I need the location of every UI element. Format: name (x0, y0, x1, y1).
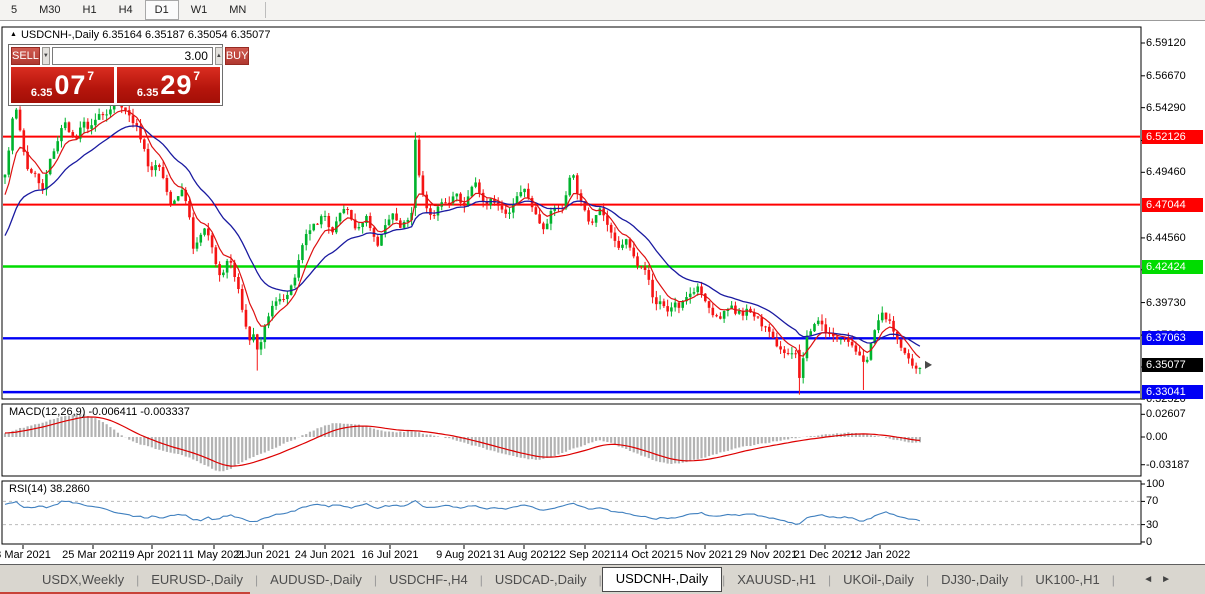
date-tick-label: 9 Aug 2021 (436, 549, 492, 561)
price-tick-label: 6.59120 (1146, 37, 1186, 49)
macd-values: -0.006411 -0.003337 (88, 406, 190, 418)
date-tick-label: 29 Nov 2021 (734, 549, 798, 561)
price-tick-label: 6.54290 (1146, 101, 1186, 114)
tab-separator: | (254, 572, 259, 587)
chart-tab-ukoil[interactable]: UKOil-,Daily (843, 572, 914, 587)
tab-separator: | (828, 572, 832, 587)
chart-tab-bar: USDX,Weekly | EURUSD-,Daily | AUDUSD-,Daily |… (0, 564, 1205, 594)
price-tick-label: 6.56670 (1146, 69, 1186, 82)
date-tick-label: 31 Aug 2021 (493, 549, 555, 561)
price-tick-label: 6.39730 (1146, 296, 1186, 309)
price-tick-label: 6.44560 (1146, 231, 1186, 244)
timeframe-toolbar: 5 M30 H1 H4 D1 W1 MN (0, 0, 1205, 21)
tab-separator: | (598, 572, 602, 587)
toolbar-separator (265, 2, 267, 18)
chart-ohlc-values: 6.35164 6.35187 6.35054 6.35077 (102, 29, 271, 41)
macd-axis-label: 0.02607 (1146, 408, 1186, 421)
date-tick-label: 24 Jun 2021 (294, 549, 356, 561)
chart-tab-eurusd[interactable]: EURUSD-,Daily (151, 572, 243, 587)
rsi-axis-label: 0 (1146, 536, 1153, 548)
volume-increase-button[interactable]: ▲ (214, 47, 223, 65)
chart-title: ▲ USDCNH-,Daily 6.35164 6.35187 6.35054 6… (10, 29, 270, 41)
chart-tab-dj30[interactable]: DJ30-,Daily (941, 572, 1009, 587)
tab-separator: | (1111, 572, 1115, 587)
level-price-tag: 6.47044 (1142, 197, 1203, 212)
date-tick-label: 25 Mar 2021 (62, 549, 124, 561)
buy-price-big: 29 (160, 70, 193, 100)
volume-input[interactable] (51, 47, 213, 65)
chart-tab-xauusd[interactable]: XAUUSD-,H1 (737, 572, 817, 587)
date-tick-label: 21 Dec 2021 (793, 549, 857, 561)
sell-price-box[interactable]: 6.35 07 7 (11, 67, 114, 103)
rsi-value: 38.2860 (49, 483, 90, 495)
buy-button[interactable]: BUY (224, 47, 250, 65)
level-price-tag: 6.42424 (1142, 259, 1203, 274)
chart-tab-usdx[interactable]: USDX,Weekly (42, 572, 125, 587)
macd-axis-label: -0.03187 (1146, 458, 1190, 471)
timeframe-button-m30[interactable]: M30 (39, 4, 61, 16)
chart-tab-audusd[interactable]: AUDUSD-,Daily (270, 572, 362, 587)
timeframe-button-h1[interactable]: H1 (82, 4, 97, 16)
current-price-tag: 6.35077 (1142, 357, 1203, 372)
chart-tab-usdcnh[interactable]: USDCNH-,Daily (601, 567, 723, 592)
chart-symbol-label: USDCNH-,Daily (20, 29, 100, 41)
date-tick-label: 5 Nov 2021 (676, 549, 734, 561)
macd-axis-label: 0.00 (1146, 431, 1168, 443)
sell-price-small: 6.35 (30, 87, 53, 99)
buy-price-sup: 7 (193, 69, 201, 83)
tab-scroll-right-icon[interactable]: ► (1161, 574, 1179, 585)
date-tick-label: 19 Apr 2021 (122, 549, 182, 561)
volume-decrease-button[interactable]: ▼ (41, 47, 50, 65)
level-price-tag: 6.33041 (1142, 385, 1203, 400)
tab-separator: | (479, 572, 483, 587)
buy-price-box[interactable]: 6.35 29 7 (117, 67, 220, 103)
rsi-axis-label: 100 (1146, 478, 1165, 490)
date-tick-label: 11 May 2021 (182, 549, 246, 561)
sell-price-big: 07 (54, 70, 87, 100)
date-tick-label: 12 Jan 2022 (849, 549, 911, 561)
price-tick-label: 6.49460 (1146, 166, 1186, 179)
sell-button[interactable]: SELL (11, 47, 40, 65)
timeframe-button-mn[interactable]: MN (229, 4, 247, 16)
level-price-tag: 6.52126 (1142, 129, 1203, 144)
date-tick-label: 16 Jul 2021 (361, 549, 419, 561)
sell-price-sup: 7 (87, 69, 95, 83)
tab-separator: | (136, 572, 140, 587)
date-tick-label: 3 Mar 2021 (0, 549, 51, 561)
tab-separator: | (1020, 572, 1024, 587)
status-strip (0, 592, 250, 594)
timeframe-button-d1[interactable]: D1 (144, 0, 179, 20)
date-tick-label: 2 Jun 2021 (235, 549, 291, 561)
timeframe-button-5[interactable]: 5 (11, 4, 18, 16)
timeframe-button-w1[interactable]: W1 (190, 4, 208, 16)
macd-indicator-label: MACD(12,26,9) -0.006411 -0.003337 (9, 406, 190, 418)
chart-tab-usdcad[interactable]: USDCAD-,Daily (494, 572, 587, 587)
one-click-trading-panel: SELL ▼ ▲ BUY 6.35 07 7 6.35 29 7 (8, 44, 250, 106)
tab-separator: | (722, 572, 726, 587)
level-price-tag: 6.37063 (1142, 331, 1203, 346)
chart-tab-uk100[interactable]: UK100-,H1 (1035, 572, 1100, 587)
date-tick-label: 22 Sep 2021 (553, 549, 617, 561)
tab-separator: | (373, 572, 377, 587)
date-tick-label: 14 Oct 2021 (616, 549, 676, 561)
rsi-axis-label: 70 (1146, 495, 1159, 508)
tab-scroll-left-icon[interactable]: ◄ (1143, 574, 1162, 585)
buy-price-small: 6.35 (136, 87, 159, 99)
rsi-axis-label: 30 (1146, 518, 1159, 531)
tab-separator: | (925, 572, 930, 587)
chart-tab-usdchf[interactable]: USDCHF-,H4 (388, 572, 468, 587)
collapse-triangle-icon[interactable]: ▲ (10, 31, 17, 38)
rsi-indicator-label: RSI(14) 38.2860 (9, 483, 90, 495)
timeframe-button-h4[interactable]: H4 (118, 4, 133, 16)
